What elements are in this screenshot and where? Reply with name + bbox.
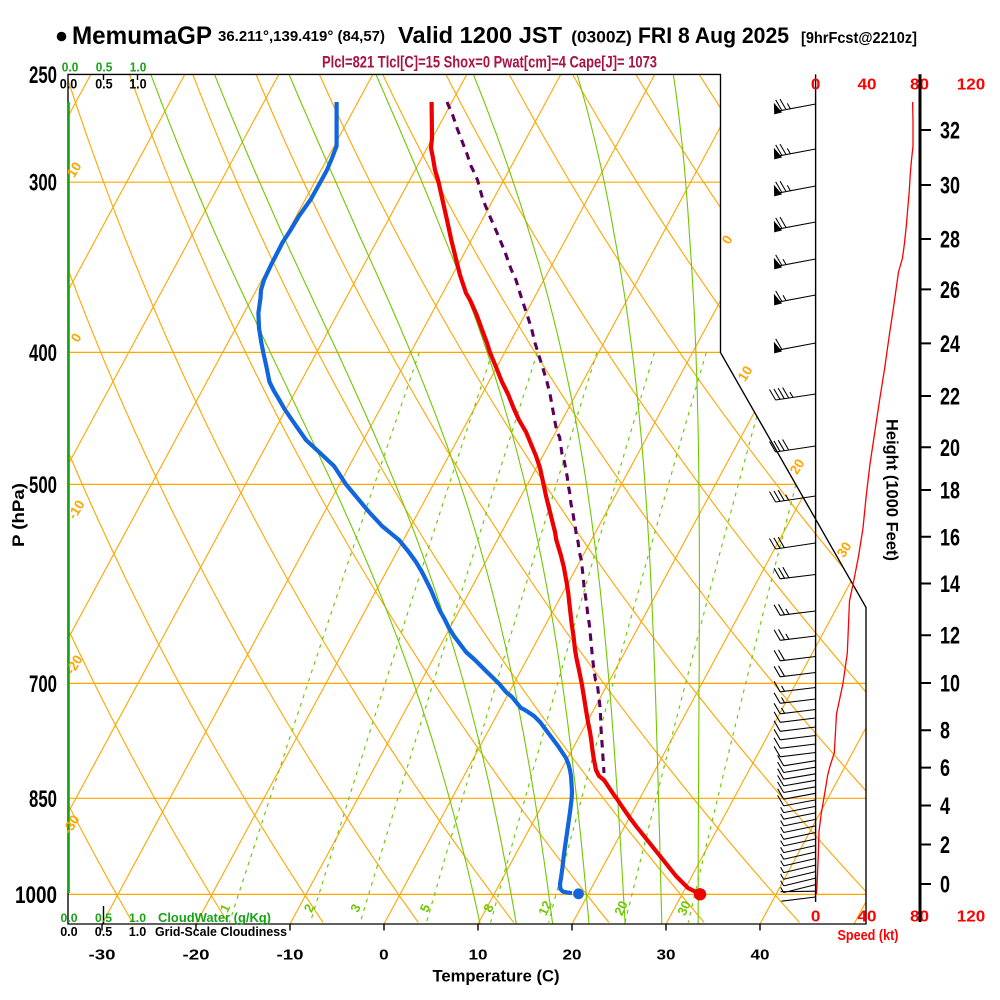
svg-text:32: 32 [940, 118, 960, 145]
svg-text:6: 6 [940, 755, 950, 782]
svg-text:Grid-Scale Cloudiness: Grid-Scale Cloudiness [155, 924, 287, 939]
svg-text:28: 28 [940, 227, 960, 254]
svg-text:30: 30 [657, 947, 676, 964]
svg-text:18: 18 [940, 478, 960, 505]
svg-text:0: 0 [811, 77, 821, 94]
svg-text:0: 0 [379, 947, 389, 964]
svg-text:MemumaGP: MemumaGP [72, 22, 212, 50]
svg-text:P (hPa): P (hPa) [9, 483, 28, 547]
svg-text:400: 400 [29, 340, 57, 367]
svg-text:10: 10 [469, 947, 488, 964]
svg-text:20: 20 [787, 456, 808, 477]
svg-text:700: 700 [29, 671, 57, 698]
svg-text:40: 40 [858, 77, 877, 94]
svg-text:4: 4 [940, 793, 950, 820]
svg-text:10: 10 [735, 363, 756, 384]
svg-text:[9hrFcst@2210z]: [9hrFcst@2210z] [801, 30, 917, 47]
svg-text:1000: 1000 [15, 882, 57, 909]
svg-text:-10: -10 [277, 947, 304, 964]
svg-text:20: 20 [563, 947, 582, 964]
svg-text:30: 30 [940, 173, 960, 200]
svg-text:0.5: 0.5 [96, 61, 113, 75]
svg-text:24: 24 [940, 331, 960, 358]
svg-text:Valid 1200 JST: Valid 1200 JST [398, 22, 562, 48]
svg-text:FRI 8 Aug 2025: FRI 8 Aug 2025 [638, 23, 789, 48]
svg-text:850: 850 [29, 786, 57, 813]
svg-text:40: 40 [751, 947, 770, 964]
svg-text:0.5: 0.5 [95, 911, 112, 925]
svg-text:0: 0 [940, 872, 950, 899]
svg-text:0.0: 0.0 [62, 61, 79, 75]
svg-text:Speed (kt): Speed (kt) [838, 927, 899, 944]
svg-text:12: 12 [940, 623, 960, 650]
svg-text:120: 120 [957, 77, 986, 94]
svg-text:22: 22 [940, 384, 960, 411]
svg-text:20: 20 [611, 898, 631, 917]
svg-text:Height (1000 Feet): Height (1000 Feet) [883, 419, 901, 561]
svg-text:10: 10 [940, 671, 960, 698]
svg-text:10: 10 [64, 159, 85, 180]
svg-text:1.0: 1.0 [130, 61, 147, 75]
svg-text:120: 120 [957, 909, 986, 926]
svg-text:30: 30 [834, 539, 855, 560]
svg-text:1.0: 1.0 [129, 911, 146, 925]
svg-text:500: 500 [29, 472, 57, 499]
svg-text:1.0: 1.0 [129, 924, 147, 939]
svg-text:-30: -30 [89, 947, 116, 964]
svg-text:8: 8 [940, 718, 950, 745]
svg-text:26: 26 [940, 277, 960, 304]
svg-text:1.0: 1.0 [129, 77, 147, 92]
svg-text:250: 250 [29, 62, 57, 89]
svg-text:300: 300 [29, 170, 57, 197]
svg-text:30: 30 [674, 898, 694, 917]
svg-text:Plcl=821 Tlcl[C]=15 Shox=0 Pwa: Plcl=821 Tlcl[C]=15 Shox=0 Pwat[cm]=4 Ca… [322, 54, 657, 72]
svg-text:0.5: 0.5 [95, 77, 113, 92]
svg-text:0.5: 0.5 [95, 924, 113, 939]
svg-text:0.0: 0.0 [60, 924, 77, 939]
svg-text:0.0: 0.0 [60, 77, 78, 92]
svg-text:40: 40 [858, 909, 877, 926]
svg-text:14: 14 [940, 571, 960, 598]
svg-text:36.211°,139.419° (84,57): 36.211°,139.419° (84,57) [218, 28, 385, 45]
svg-text:16: 16 [940, 524, 960, 551]
svg-text:(0300Z): (0300Z) [571, 28, 632, 47]
svg-text:2: 2 [940, 832, 950, 859]
svg-text:0.0: 0.0 [61, 911, 78, 925]
svg-text:12: 12 [535, 898, 555, 917]
svg-text:20: 20 [940, 435, 960, 462]
svg-text:CloudWater (g/Kg): CloudWater (g/Kg) [158, 911, 271, 925]
svg-text:-20: -20 [183, 947, 210, 964]
svg-text:Temperature (C): Temperature (C) [433, 967, 560, 986]
svg-text:0: 0 [811, 909, 821, 926]
